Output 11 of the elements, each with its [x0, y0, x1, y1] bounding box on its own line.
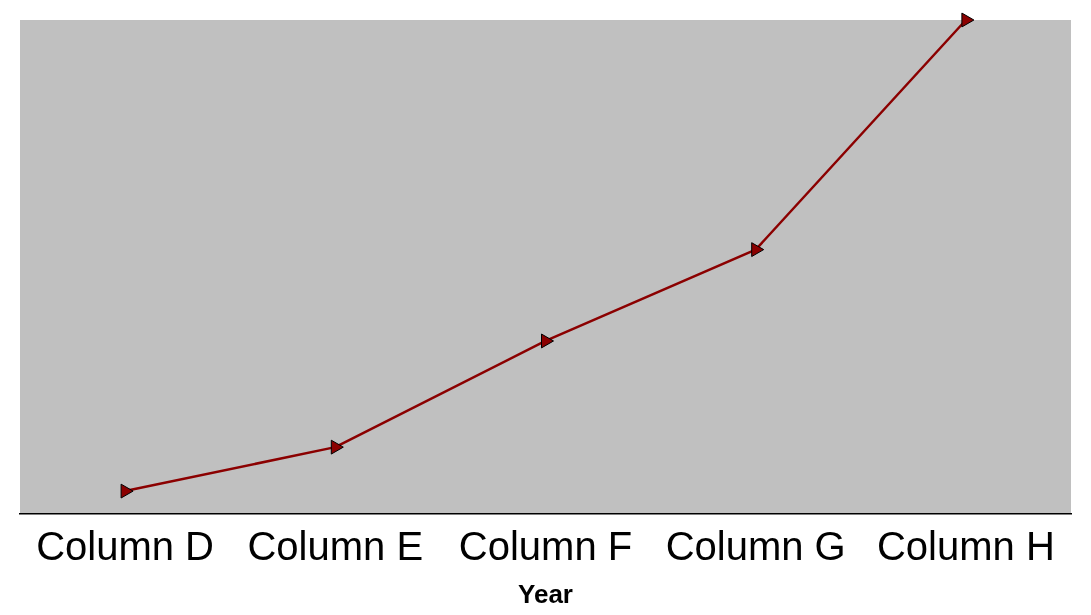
x-tick-label: Column D [36, 523, 215, 568]
x-tick-label: Column G [665, 523, 846, 568]
point [330, 439, 344, 455]
x-tick-label: Column F [458, 523, 633, 568]
point [961, 12, 975, 28]
point [751, 242, 765, 258]
point [120, 483, 134, 499]
x-tick-label: Column E [247, 523, 424, 568]
x-axis-title: Year [518, 578, 573, 609]
x-tick-label: Column H [876, 523, 1055, 568]
point [541, 333, 554, 349]
